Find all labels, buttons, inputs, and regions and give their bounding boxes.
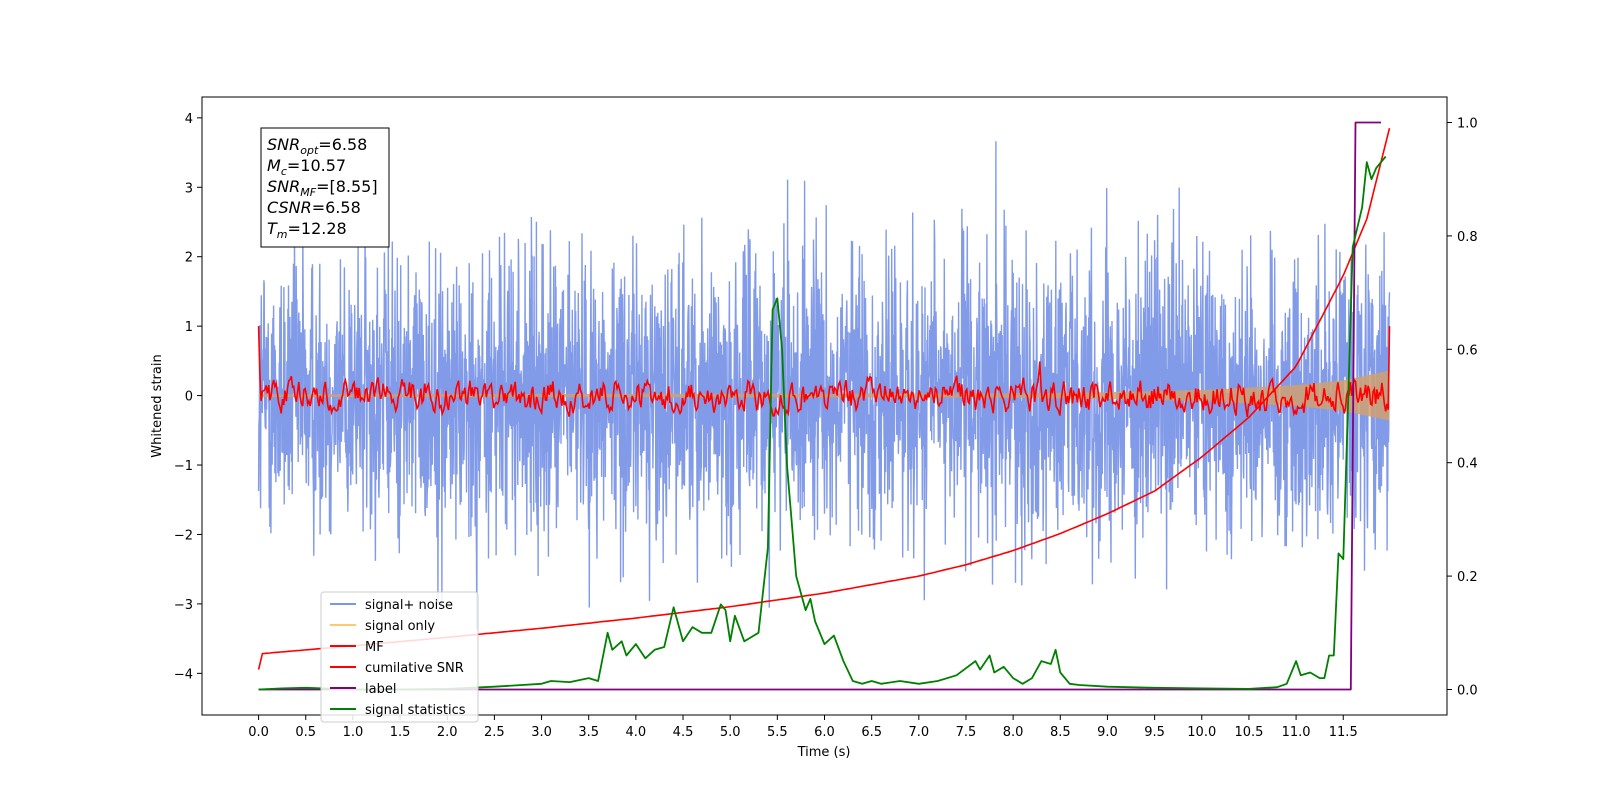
y2-tick-label: 1.0: [1457, 117, 1478, 132]
x-tick-label: 5.0: [720, 725, 741, 740]
y-tick-label: −1: [174, 459, 193, 474]
legend-entry: cumilative SNR: [365, 661, 464, 676]
y2-tick-label: 0.8: [1457, 230, 1478, 245]
legend-entry: signal only: [365, 619, 435, 634]
annotation-line: Tm=12.28: [267, 219, 347, 241]
stats-annotation-box: SNRopt=6.58Mc=10.57SNRMF=[8.55]CSNR=6.58…: [260, 127, 390, 248]
y-tick-label: 0: [185, 390, 193, 405]
x-tick-label: 9.5: [1144, 725, 1165, 740]
y-axis-left: 4 3 2 1 0 −1 −2 −3 −4: [174, 112, 202, 682]
y2-tick-label: 0.4: [1457, 457, 1478, 472]
annotation-line: SNRopt=6.58: [267, 135, 367, 157]
y-axis-right: 1.0 0.8 0.6 0.4 0.2 0.0: [1447, 117, 1478, 698]
x-tick-label: 5.5: [767, 725, 788, 740]
y-tick-label: −4: [174, 667, 193, 682]
x-tick-label: 7.5: [956, 725, 977, 740]
x-tick-label: 2.5: [484, 725, 505, 740]
series-signal-statistics-line: [258, 155, 1387, 691]
y-tick-label: 4: [185, 112, 193, 127]
x-tick-label: 11.5: [1329, 725, 1358, 740]
x-tick-label: 3.0: [531, 725, 552, 740]
y-tick-label: −3: [174, 598, 193, 613]
y2-tick-label: 0.2: [1457, 570, 1478, 585]
x-tick-label: 8.0: [1003, 725, 1024, 740]
annotation-line: CSNR=6.58: [267, 198, 361, 217]
y2-tick-label: 0.6: [1457, 343, 1478, 358]
x-tick-label: 11.0: [1282, 725, 1311, 740]
x-tick-label: 1.0: [343, 725, 364, 740]
x-tick-label: 4.0: [626, 725, 647, 740]
series-label-line: [258, 121, 1381, 691]
x-tick-label: 2.0: [437, 725, 458, 740]
x-tick-label: 10.5: [1234, 725, 1263, 740]
x-tick-label: 0.0: [248, 725, 269, 740]
annotation-line: Mc=10.57: [267, 156, 346, 178]
x-tick-label: 3.5: [578, 725, 599, 740]
x-tick-label: 0.5: [295, 725, 316, 740]
y-tick-label: 1: [185, 320, 193, 335]
x-tick-label: 10.0: [1187, 725, 1216, 740]
legend-entry: label: [365, 682, 396, 697]
legend-entry: signal+ noise: [365, 598, 453, 613]
legend-entry: MF: [365, 640, 384, 655]
x-axis: 0.0 0.5 1.0 1.5 2.0 2.5 3.0 3.5 4.0 4.5 5.0 5.5 6.0 6…: [248, 715, 1358, 740]
x-axis-label: Time (s): [797, 745, 851, 760]
annotation-frame: [260, 127, 390, 248]
y2-tick-label: 0.0: [1457, 683, 1478, 698]
x-tick-label: 6.5: [861, 725, 882, 740]
x-tick-label: 9.0: [1097, 725, 1118, 740]
x-tick-label: 1.5: [390, 725, 411, 740]
legend: signal+ noise signal only MF cumilative SNR…: [320, 591, 479, 723]
annotation-line: SNRMF=[8.55]: [267, 177, 378, 199]
series-mf-line: [257, 326, 1391, 418]
legend-frame: [320, 591, 479, 723]
x-tick-label: 8.5: [1050, 725, 1071, 740]
x-tick-label: 4.5: [673, 725, 694, 740]
x-tick-label: 7.0: [908, 725, 929, 740]
y-tick-label: −2: [174, 528, 193, 543]
x-tick-label: 6.0: [814, 725, 835, 740]
y-axis-label: Whitened strain: [150, 354, 165, 457]
y-tick-label: 2: [185, 251, 193, 266]
y-tick-label: 3: [185, 181, 193, 196]
legend-entry: signal statistics: [365, 703, 466, 718]
